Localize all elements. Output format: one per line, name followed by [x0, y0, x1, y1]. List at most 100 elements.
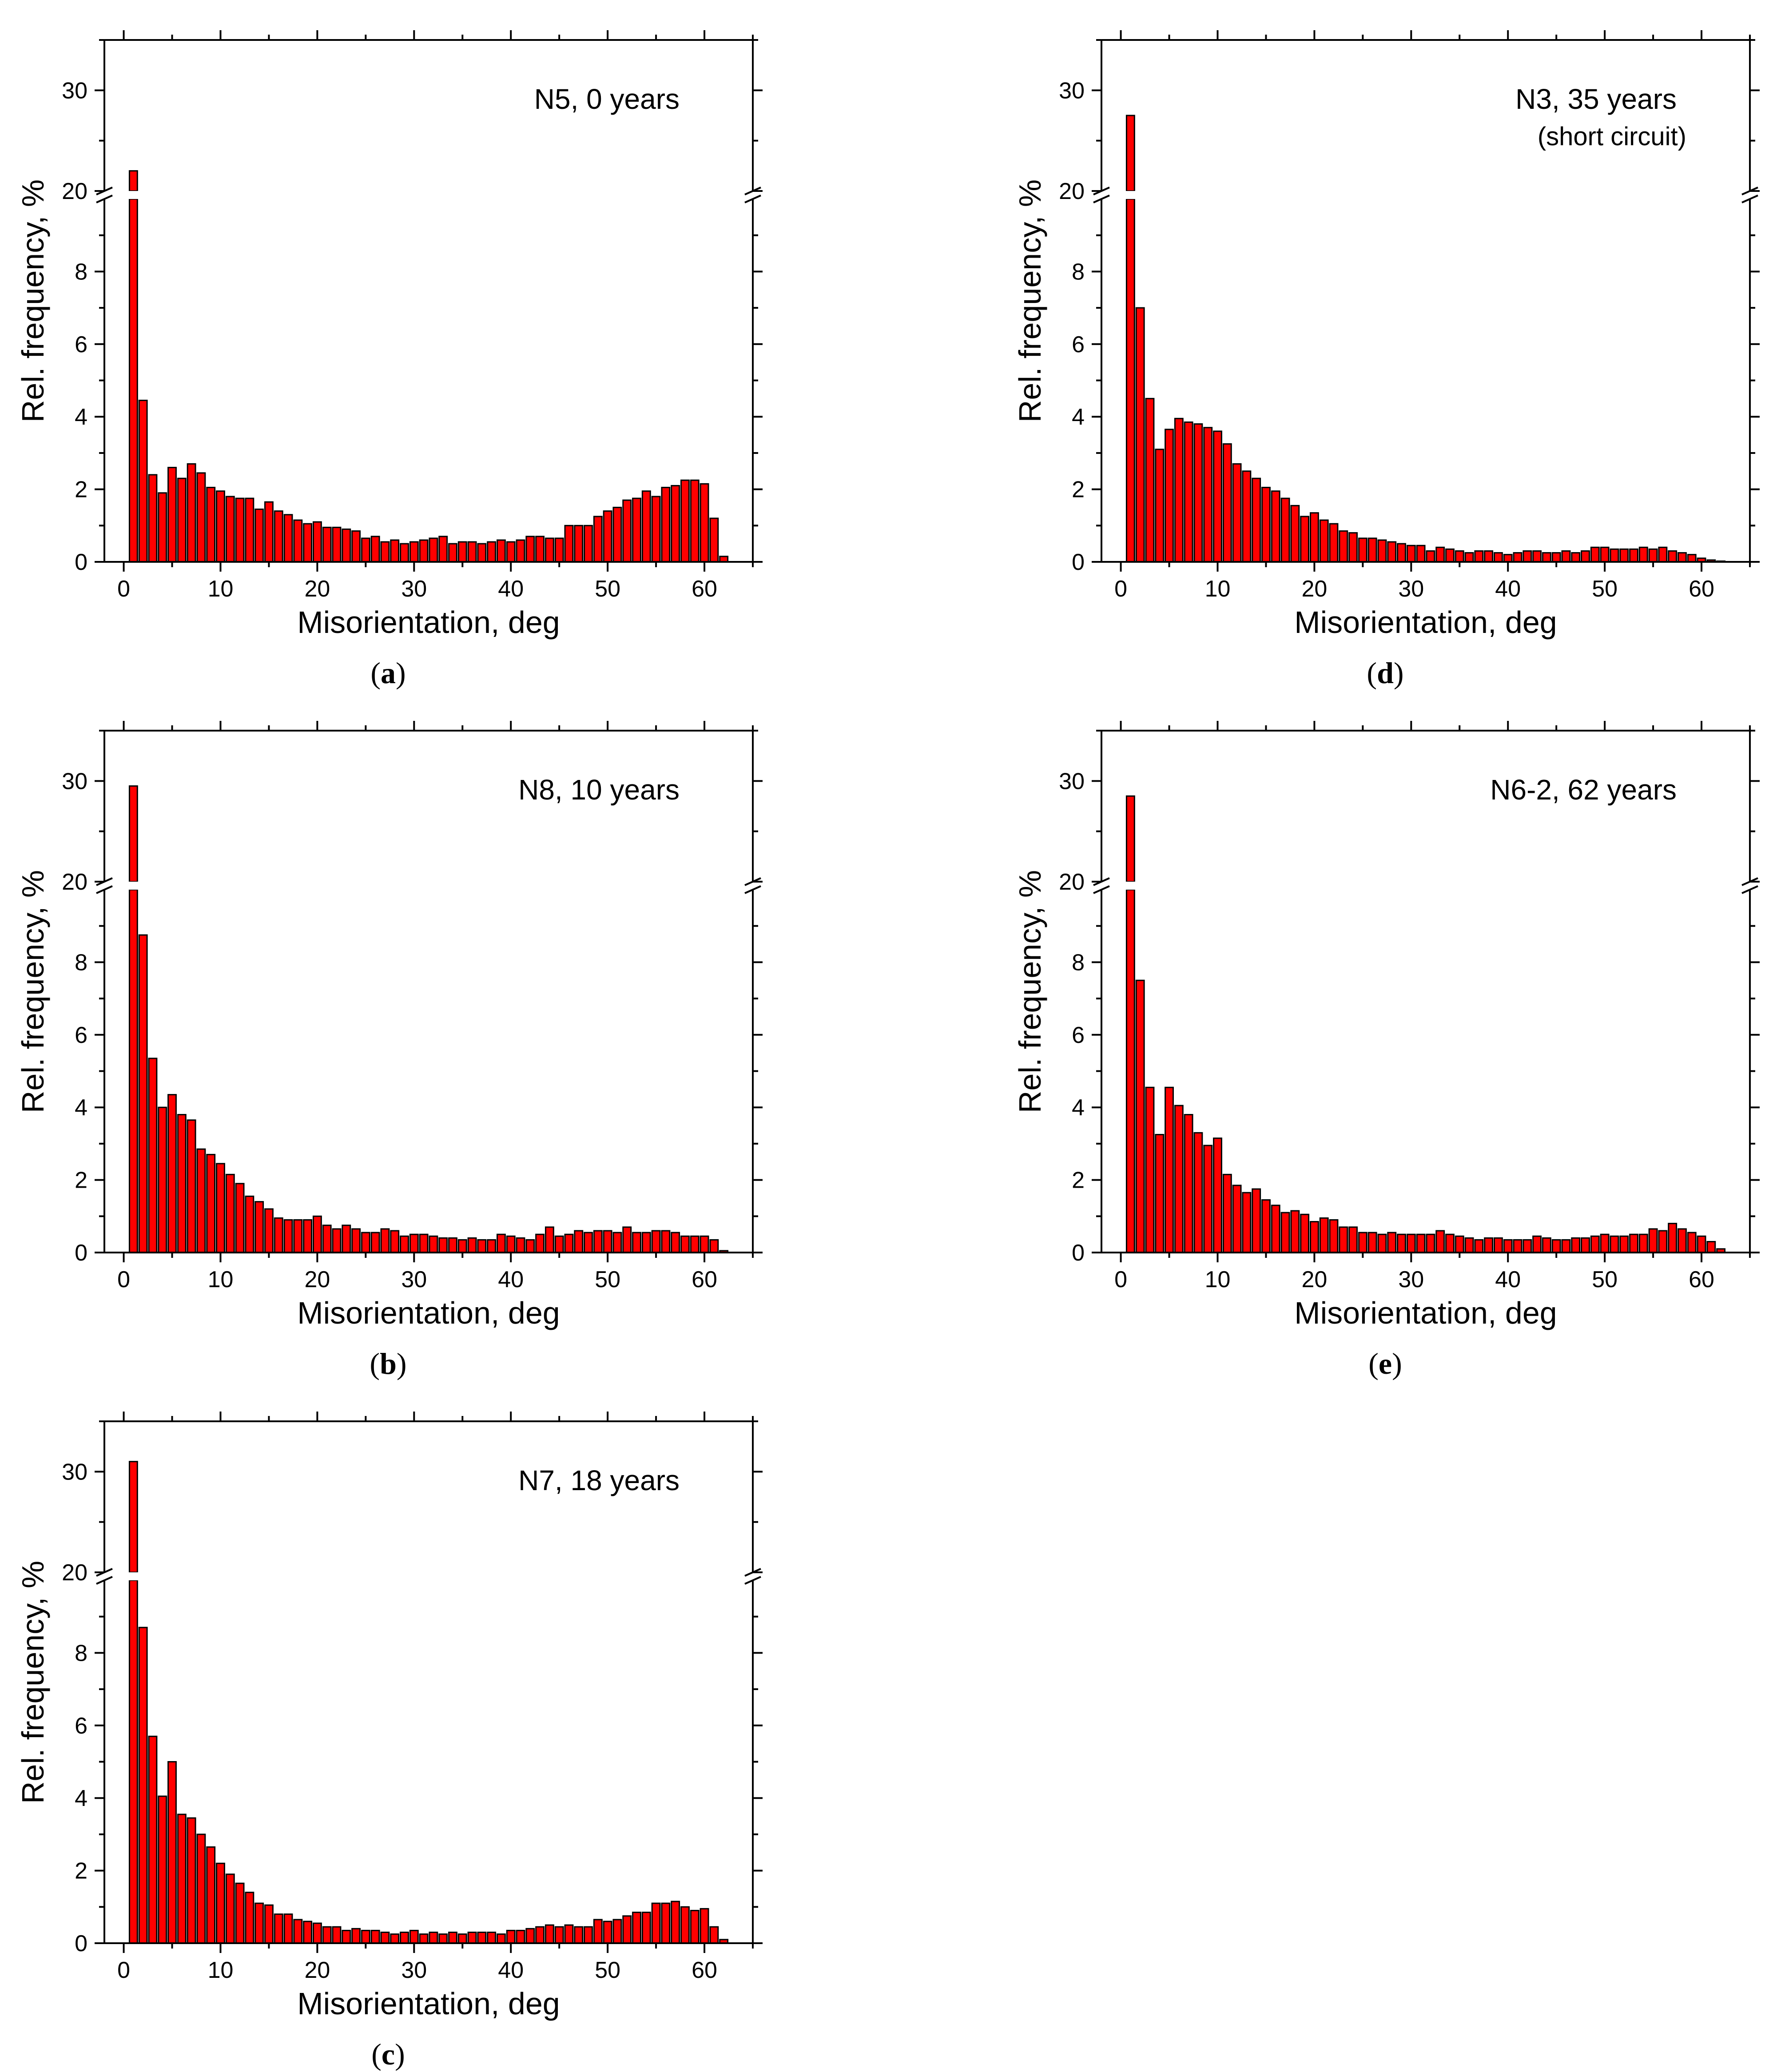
- bar: [1523, 1239, 1532, 1253]
- bar: [429, 537, 438, 563]
- bar: [409, 1929, 419, 1944]
- bar: [1571, 1237, 1581, 1253]
- x-tick-label: 60: [692, 576, 717, 602]
- y-tick-label: 8: [1072, 950, 1085, 975]
- axis-break-mark-right: [744, 195, 761, 203]
- y-tick-label: 0: [75, 549, 87, 575]
- bar: [1358, 537, 1367, 563]
- y-tick-label: 6: [75, 1022, 87, 1048]
- bar: [380, 1228, 390, 1253]
- chart-annotation: (short circuit): [1538, 122, 1686, 151]
- y-tick-label: 20: [1059, 869, 1085, 895]
- bar: [1387, 541, 1397, 563]
- bar: [1367, 537, 1377, 563]
- x-tick-label: 50: [595, 576, 620, 602]
- axis-break-mark-right: [744, 1576, 761, 1585]
- bar: [312, 1922, 322, 1944]
- bar: [632, 1232, 641, 1253]
- bar: [138, 399, 148, 563]
- bar: [641, 1912, 651, 1944]
- bar: [1474, 1239, 1484, 1253]
- bar: [1668, 1223, 1678, 1253]
- bar: [477, 1239, 487, 1253]
- axis-break-mark-right: [1741, 195, 1758, 203]
- chart-a: 0 10 20 30 40 50 60 0 2 4 6 8 20 30 Misorientation, de…: [16, 30, 763, 640]
- bar: [1493, 1237, 1503, 1253]
- bar: [216, 490, 225, 563]
- bar: [1426, 550, 1435, 563]
- bar: [641, 1232, 651, 1253]
- bar: [671, 1901, 680, 1944]
- x-tick-label: 60: [1689, 1267, 1714, 1293]
- bar: [477, 543, 487, 563]
- x-tick-label: 0: [117, 1267, 130, 1293]
- bar: [671, 485, 680, 563]
- bar: [661, 1230, 671, 1253]
- bar: [700, 1235, 709, 1253]
- bar: [1513, 552, 1523, 563]
- bar: [235, 497, 245, 563]
- bar: [1638, 1233, 1648, 1253]
- bars: [1125, 795, 1726, 1253]
- bar: [148, 474, 158, 563]
- bar: [496, 1933, 506, 1944]
- bar: [700, 483, 709, 563]
- y-tick-label: 6: [75, 1713, 87, 1739]
- x-tick-label: 20: [304, 1267, 330, 1293]
- bar: [216, 1862, 225, 1944]
- bar: [245, 1892, 254, 1944]
- panel-label-a: (a): [370, 656, 406, 690]
- bar: [158, 1106, 167, 1253]
- bar: [225, 496, 235, 563]
- bar: [516, 539, 525, 563]
- axis-break-mark-right: [1741, 885, 1758, 894]
- bar: [1629, 548, 1638, 563]
- bar: [390, 1933, 400, 1944]
- x-tick-label: 0: [117, 576, 130, 602]
- bar: [332, 526, 342, 563]
- bar: [496, 1233, 506, 1253]
- axes-frame: [96, 730, 761, 1253]
- bar: [1213, 1137, 1222, 1253]
- bar-upper-segment: [1125, 795, 1135, 883]
- bar: [574, 1230, 584, 1253]
- bar: [167, 1094, 177, 1253]
- x-tick-label: 0: [117, 1957, 130, 1983]
- bar: [206, 1153, 216, 1253]
- bar: [574, 1926, 584, 1944]
- bar: [1445, 1233, 1455, 1253]
- bar: [564, 1924, 574, 1944]
- bar: [1561, 550, 1571, 563]
- bar: [516, 1237, 525, 1253]
- bar: [535, 1926, 545, 1944]
- bar: [1590, 1235, 1600, 1253]
- bar: [1532, 1235, 1542, 1253]
- bar: [293, 1919, 303, 1944]
- bar: [380, 541, 390, 563]
- bar: [525, 1239, 535, 1253]
- bar-break-gap: [1125, 191, 1137, 199]
- bar-break-gap: [127, 1572, 139, 1580]
- bar: [1135, 307, 1145, 563]
- bar: [641, 490, 651, 563]
- x-tick-label: 10: [208, 1957, 234, 1983]
- y-tick-label: 30: [1059, 78, 1085, 103]
- bar: [1193, 423, 1203, 563]
- chart-annotation: N6-2, 62 years: [1490, 774, 1677, 806]
- y-tick-label: 20: [62, 869, 87, 895]
- bar: [274, 1217, 283, 1253]
- bar: [584, 525, 593, 563]
- bar: [1445, 548, 1455, 563]
- bar: [283, 1219, 293, 1253]
- bar: [1464, 552, 1474, 563]
- bar: [1271, 490, 1280, 563]
- bar: [1455, 550, 1464, 563]
- bar: [700, 1908, 709, 1944]
- bar: [593, 1230, 603, 1253]
- bar: [419, 1233, 429, 1253]
- bar: [400, 1931, 409, 1944]
- bar: [680, 1235, 690, 1253]
- x-tick-label: 0: [1114, 1267, 1127, 1293]
- bar: [1145, 1086, 1155, 1253]
- bar: [1571, 552, 1581, 563]
